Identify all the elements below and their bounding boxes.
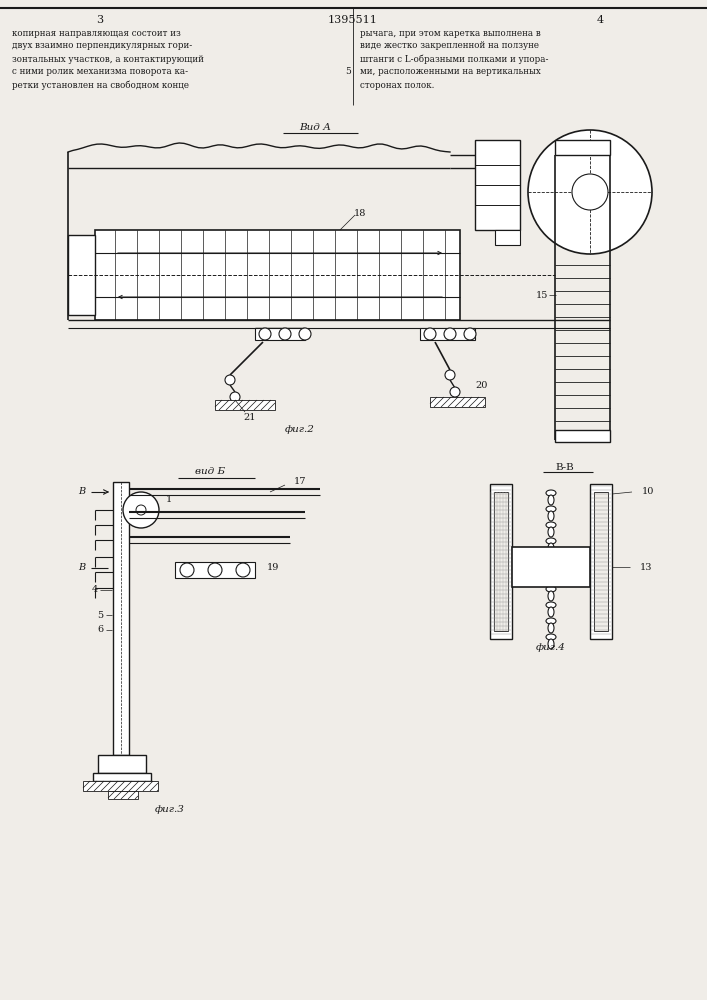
Text: штанги с L-образными полками и упора-: штанги с L-образными полками и упора- — [360, 54, 549, 64]
Ellipse shape — [548, 607, 554, 617]
Bar — [594, 492, 608, 631]
Circle shape — [123, 492, 159, 528]
Ellipse shape — [546, 634, 556, 640]
Ellipse shape — [548, 511, 554, 521]
Text: 15: 15 — [536, 290, 548, 300]
Bar — [255, 328, 305, 340]
Text: с ними ролик механизма поворота ка-: с ними ролик механизма поворота ка- — [12, 68, 188, 77]
Ellipse shape — [548, 527, 554, 537]
Text: В: В — [78, 564, 86, 572]
Text: 20: 20 — [475, 380, 487, 389]
Bar — [512, 547, 590, 587]
Circle shape — [230, 392, 240, 402]
Bar — [93, 773, 151, 781]
Bar — [108, 791, 138, 799]
Ellipse shape — [546, 522, 556, 528]
Ellipse shape — [546, 538, 556, 544]
Text: фиг.4: фиг.4 — [536, 643, 566, 652]
Circle shape — [279, 328, 291, 340]
Text: Вид А: Вид А — [299, 123, 331, 132]
Text: виде жестко закрепленной на ползуне: виде жестко закрепленной на ползуне — [360, 41, 539, 50]
Ellipse shape — [546, 586, 556, 592]
Circle shape — [445, 370, 455, 380]
Ellipse shape — [546, 570, 556, 576]
Circle shape — [236, 563, 250, 577]
Bar — [490, 484, 512, 639]
Circle shape — [450, 387, 460, 397]
Ellipse shape — [548, 575, 554, 585]
Text: 1: 1 — [166, 495, 172, 504]
Text: В-В: В-В — [556, 462, 574, 472]
Text: ретки установлен на свободном конце: ретки установлен на свободном конце — [12, 80, 189, 90]
Bar — [95, 230, 460, 320]
Text: ми, расположенными на вертикальных: ми, расположенными на вертикальных — [360, 68, 541, 77]
Text: зонтальных участков, а контактирующий: зонтальных участков, а контактирующий — [12, 54, 204, 64]
Circle shape — [180, 563, 194, 577]
Bar — [68, 235, 95, 315]
Text: 3: 3 — [96, 15, 103, 25]
Text: вид Б: вид Б — [195, 468, 225, 477]
Text: 21: 21 — [244, 414, 256, 422]
Circle shape — [528, 130, 652, 254]
Bar — [83, 781, 158, 791]
Ellipse shape — [546, 506, 556, 512]
Ellipse shape — [548, 559, 554, 569]
Ellipse shape — [548, 623, 554, 633]
Ellipse shape — [548, 543, 554, 553]
Text: фиг.3: фиг.3 — [155, 806, 185, 814]
Text: 19: 19 — [267, 564, 279, 572]
Circle shape — [299, 328, 311, 340]
Bar — [98, 755, 146, 773]
Text: 1395511: 1395511 — [328, 15, 378, 25]
Text: 5: 5 — [97, 610, 103, 619]
Text: 4: 4 — [597, 15, 604, 25]
Text: рычага, при этом каретка выполнена в: рычага, при этом каретка выполнена в — [360, 28, 541, 37]
Circle shape — [424, 328, 436, 340]
Ellipse shape — [548, 495, 554, 505]
Circle shape — [136, 505, 146, 515]
Text: 10: 10 — [642, 488, 655, 496]
Bar — [555, 430, 610, 442]
Text: двух взаимно перпендикулярных гори-: двух взаимно перпендикулярных гори- — [12, 41, 192, 50]
Circle shape — [259, 328, 271, 340]
Ellipse shape — [548, 639, 554, 649]
Text: 13: 13 — [640, 562, 653, 572]
Text: 5: 5 — [345, 68, 351, 77]
Ellipse shape — [546, 490, 556, 496]
Text: В: В — [78, 488, 86, 496]
Bar — [590, 484, 612, 639]
Bar — [494, 492, 508, 631]
Circle shape — [225, 375, 235, 385]
Text: 17: 17 — [293, 478, 306, 487]
Circle shape — [572, 174, 608, 210]
Text: фиг.2: фиг.2 — [285, 426, 315, 434]
Text: сторонах полок.: сторонах полок. — [360, 81, 434, 90]
Text: копирная направляющая состоит из: копирная направляющая состоит из — [12, 28, 181, 37]
Bar — [495, 230, 520, 245]
Ellipse shape — [546, 554, 556, 560]
Bar — [420, 328, 475, 340]
Text: 6: 6 — [97, 626, 103, 635]
Text: 18: 18 — [354, 209, 366, 218]
Bar — [555, 140, 610, 155]
Circle shape — [208, 563, 222, 577]
Bar — [113, 482, 129, 755]
Bar — [215, 400, 275, 410]
Bar — [475, 140, 520, 230]
Ellipse shape — [548, 591, 554, 601]
Bar — [175, 562, 255, 578]
Bar — [430, 397, 485, 407]
Text: 4: 4 — [92, 585, 98, 594]
Circle shape — [464, 328, 476, 340]
Ellipse shape — [546, 618, 556, 624]
Circle shape — [444, 328, 456, 340]
Ellipse shape — [546, 602, 556, 608]
